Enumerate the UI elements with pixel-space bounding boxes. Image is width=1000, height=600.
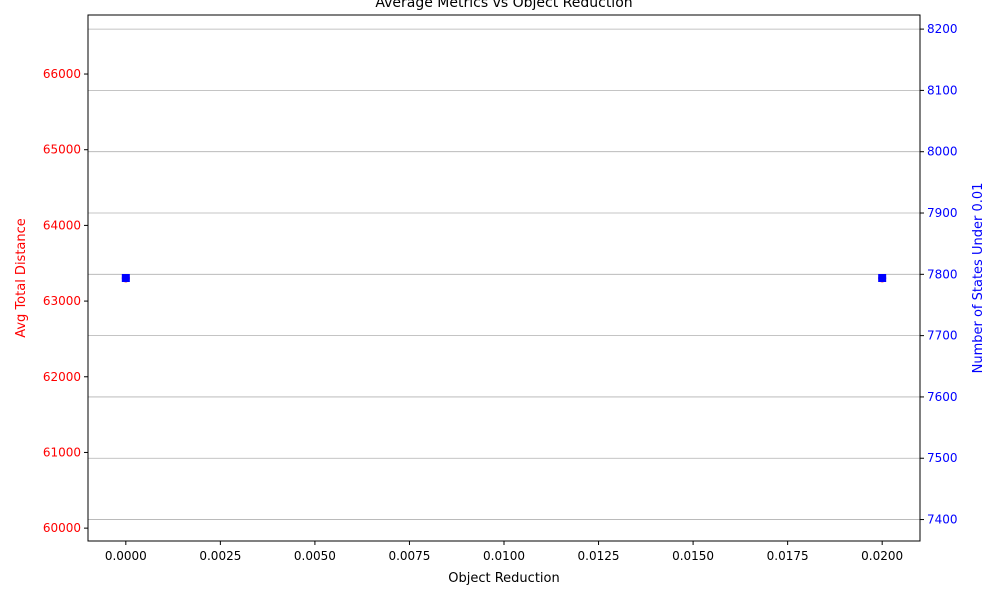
y-right-tick-label: 7500 [927, 451, 958, 465]
x-tick-label: 0.0075 [388, 549, 430, 563]
y-right-tick-label: 8000 [927, 145, 958, 159]
x-tick-label: 0.0200 [861, 549, 903, 563]
x-tick-label: 0.0025 [199, 549, 241, 563]
y-right-tick-label: 8200 [927, 22, 958, 36]
data-point-right [121, 274, 130, 282]
x-tick-label: 0.0150 [672, 549, 714, 563]
y-left-tick-label: 62000 [43, 370, 81, 384]
data-point-right [878, 274, 887, 282]
y-right-tick-label: 8100 [927, 83, 958, 97]
y-axis-right-label: Number of States Under 0.01 [971, 183, 986, 374]
y-right-tick-label: 7900 [927, 206, 958, 220]
y-right-tick-label: 7800 [927, 267, 958, 281]
grid [88, 28, 920, 520]
chart-title: Average Metrics vs Object Reduction [375, 0, 632, 11]
y-right-tick-label: 7400 [927, 513, 958, 527]
y-axis-left: 60000 61000 62000 63000 64000 65000 66000 [43, 67, 88, 535]
y-right-tick-label: 7700 [927, 329, 958, 343]
y-axis-left-label: Avg Total Distance [14, 218, 29, 338]
x-tick-label: 0.0050 [294, 549, 336, 563]
y-left-tick-label: 60000 [43, 521, 81, 535]
y-right-tick-label: 7600 [927, 390, 958, 404]
y-left-tick-label: 61000 [43, 445, 81, 459]
x-tick-label: 0.0125 [578, 549, 620, 563]
y-left-tick-label: 63000 [43, 294, 81, 308]
y-axis-right: 7400 7500 7600 7700 7800 7900 8000 8100 8200 [920, 22, 958, 527]
x-tick-label: 0.0100 [483, 549, 525, 563]
x-axis-label: Object Reduction [448, 571, 559, 586]
y-left-tick-label: 64000 [43, 218, 81, 232]
x-tick-label: 0.0000 [105, 549, 147, 563]
series-layer [121, 274, 887, 283]
x-tick-label: 0.0175 [767, 549, 809, 563]
x-axis: 0.0000 0.0025 0.0050 0.0075 0.0100 0.0125 0.01… [105, 541, 903, 563]
y-left-tick-label: 66000 [43, 67, 81, 81]
y-left-tick-label: 65000 [43, 143, 81, 157]
